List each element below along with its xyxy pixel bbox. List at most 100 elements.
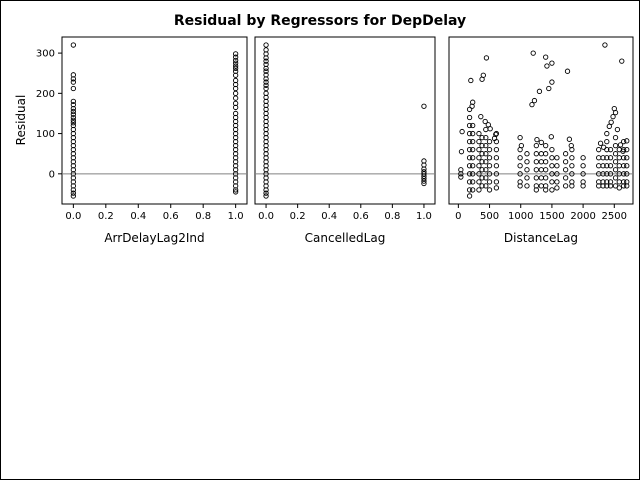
y-tick-label: 300 [36,49,55,60]
point-series [458,42,630,199]
data-point [476,138,482,145]
data-point [470,171,476,177]
data-point [466,193,473,199]
data-point [470,147,476,153]
x-tick-label: 0.8 [195,211,211,222]
x-tick-label: 1000 [508,211,533,222]
data-point [483,134,489,141]
data-point [543,187,549,193]
data-point [624,147,630,153]
data-point [479,134,485,141]
data-point [530,50,536,56]
data-point [476,179,482,185]
data-point [607,171,614,177]
panel-frame [448,36,634,205]
x-tick-label: 0.0 [65,211,81,222]
data-point [482,118,488,125]
data-point [524,167,530,173]
data-point [529,101,535,108]
data-point [70,79,77,85]
data-point [483,167,489,173]
data-point [533,143,539,149]
panel-3: 0 500 1000 1500 2000 2500 DistanceLag [448,36,634,245]
data-point [470,138,476,145]
data-point [619,58,625,64]
data-point [70,111,77,117]
data-point [624,155,630,161]
data-point [533,175,539,181]
data-point [569,171,575,177]
data-point [70,105,77,112]
data-point [469,103,475,109]
data-point [620,163,627,169]
data-point [493,130,500,137]
data-point [486,138,493,145]
data-point [466,171,473,177]
data-point [479,143,485,149]
data-point [493,163,500,169]
data-point [476,155,482,161]
data-point [624,171,630,177]
data-point [479,167,485,173]
data-point [614,126,621,133]
data-point [612,151,619,157]
data-point [562,175,569,181]
data-point [604,155,610,161]
data-point [493,179,500,185]
data-point [549,163,555,169]
data-point [263,58,269,64]
data-point [600,183,606,189]
x-axis-label: ArrDelayLag2Ind [104,231,204,245]
data-point [604,163,610,169]
data-point [476,147,482,153]
data-point [604,183,610,189]
data-point [232,95,239,101]
data-point [232,54,239,60]
data-point [70,85,77,92]
data-point [569,163,575,169]
data-point [470,179,476,185]
data-point [554,155,560,161]
data-point [610,114,616,120]
data-point [533,159,539,165]
data-point [620,155,627,161]
data-point [476,163,482,169]
data-point [620,171,627,177]
data-point [232,189,239,195]
data-point [533,167,539,173]
data-point [263,187,269,193]
data-point [70,187,77,193]
data-point [470,163,476,169]
data-point [580,155,586,161]
x-axis-label: CancelledLag [305,231,386,245]
data-point [612,143,619,149]
data-point [606,123,612,129]
data-point [604,171,610,177]
point-series [70,42,239,199]
data-point [479,183,485,189]
data-point [620,138,627,145]
data-point [466,106,473,113]
data-point [466,155,473,161]
data-point [517,155,523,161]
data-point [486,171,493,177]
panel-2: 0.0 0.2 0.4 0.6 0.8 1.0 CancelledLag [254,36,436,245]
data-point [524,159,530,165]
panel-frame [61,36,248,205]
data-point [562,183,569,189]
chart-title: Residual by Regressors for DepDelay [174,13,466,29]
data-point [483,151,489,157]
data-point [486,187,493,193]
data-point [263,82,269,88]
data-point [70,193,77,199]
data-point [263,190,269,196]
data-point [602,42,608,48]
data-point [493,155,500,161]
x-tick-label: 2500 [602,211,627,222]
data-point [564,68,571,74]
data-point [624,183,630,189]
data-point [483,175,489,181]
data-point [466,179,473,185]
data-point [263,65,269,72]
